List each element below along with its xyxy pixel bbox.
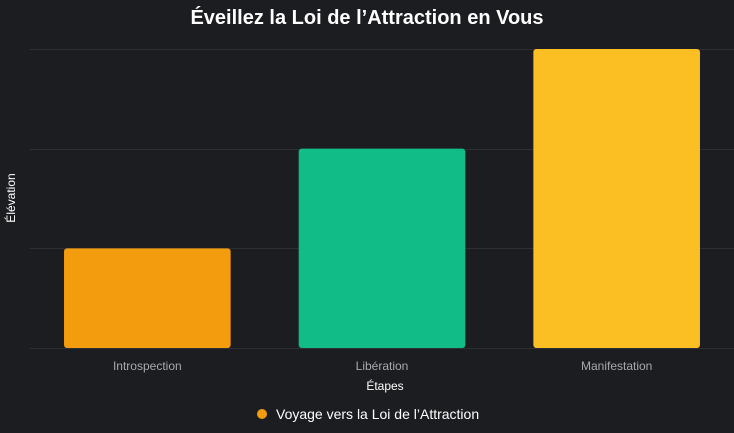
chart-title: Éveillez la Loi de l’Attraction en Vous	[190, 6, 543, 29]
bar-introspection[interactable]	[64, 248, 231, 348]
legend[interactable]: Voyage vers la Loi de l’Attraction	[257, 406, 479, 422]
x-tick-labels: Introspection Libération Manifestation	[113, 359, 652, 373]
y-axis-label: Élévation	[3, 173, 18, 222]
bars	[64, 49, 700, 348]
x-tick-label: Libération	[356, 359, 409, 373]
legend-label: Voyage vers la Loi de l’Attraction	[276, 406, 479, 422]
legend-marker	[257, 409, 267, 419]
x-tick-label: Manifestation	[581, 359, 652, 373]
bar-libération[interactable]	[298, 148, 466, 348]
x-tick-label: Introspection	[113, 359, 182, 373]
x-axis-label: Étapes	[366, 378, 403, 393]
bar-manifestation[interactable]	[533, 49, 700, 348]
